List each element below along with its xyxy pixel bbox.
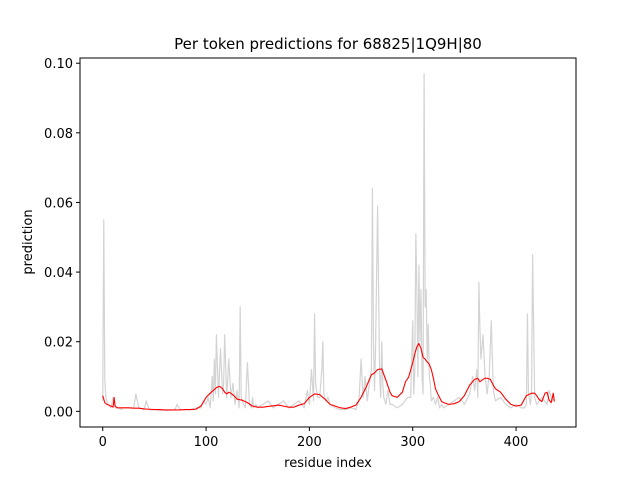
y-axis: 0.00 0.02 0.04 0.06 0.08 0.10 <box>44 57 80 420</box>
series-line-raw <box>102 73 555 411</box>
y-tick-label: 0.10 <box>44 57 73 72</box>
x-axis-label: residue index <box>284 456 372 471</box>
y-axis-label: prediction <box>21 209 36 274</box>
series-line-smoothed <box>102 342 555 411</box>
chart-title: Per token predictions for 68825|1Q9H|80 <box>174 35 482 53</box>
y-tick-label: 0.04 <box>44 266 73 281</box>
y-tick-label: 0.08 <box>44 127 73 142</box>
axes-frame <box>79 57 577 428</box>
y-tick-label: 0.02 <box>44 336 73 351</box>
x-tick-label: 100 <box>194 435 219 450</box>
x-tick-label: 200 <box>297 435 322 450</box>
x-tick-label: 0 <box>99 435 107 450</box>
y-tick-label: 0.00 <box>44 405 73 420</box>
x-tick-label: 300 <box>400 435 425 450</box>
x-axis: 0 100 200 300 400 <box>99 427 529 450</box>
plot-area <box>102 73 555 411</box>
y-tick-label: 0.06 <box>44 196 73 211</box>
x-tick-label: 400 <box>504 435 529 450</box>
